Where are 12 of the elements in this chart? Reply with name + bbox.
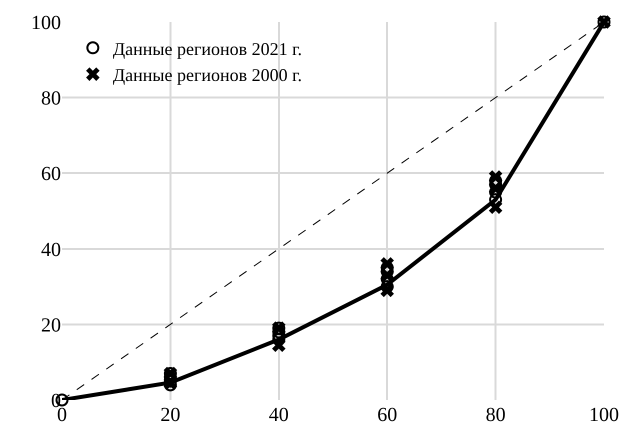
y-tick-label: 60: [41, 163, 61, 186]
x-tick-label: 100: [589, 404, 619, 426]
x-tick-label: 20: [160, 404, 180, 426]
x-tick-label: 60: [377, 404, 398, 426]
legend-label: Данные регионов 2000 г.: [112, 65, 302, 86]
y-tick-label: 100: [31, 12, 61, 34]
x-tick-label: 40: [268, 404, 289, 426]
x-tick-label: 80: [486, 404, 506, 426]
legend-label: Данные регионов 2021 г.: [112, 38, 302, 59]
y-tick-label: 40: [41, 238, 61, 261]
y-tick-label: 80: [41, 88, 61, 110]
y-tick-label: 20: [41, 314, 61, 336]
